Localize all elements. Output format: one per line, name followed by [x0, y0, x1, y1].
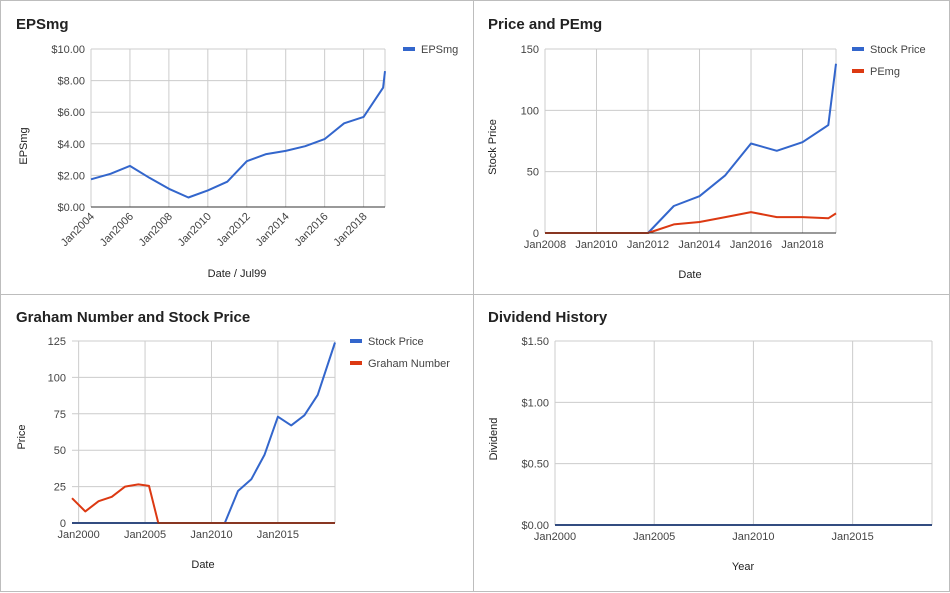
y-tick-label: $0.50	[521, 459, 549, 471]
x-tick-label: Jan2000	[534, 531, 576, 543]
series-line-stock-price	[545, 63, 837, 234]
y-tick-label: 100	[521, 105, 539, 117]
y-tick-label: 25	[54, 482, 66, 494]
x-tick-label: Jan2015	[257, 529, 299, 541]
x-tick-label: Jan2005	[633, 531, 675, 543]
y-tick-label: 0	[533, 228, 539, 240]
legend-label: Stock Price	[368, 336, 424, 348]
chart-title: Graham Number and Stock Price	[16, 309, 250, 326]
x-tick-label: Jan2010	[176, 211, 214, 249]
legend-label: Graham Number	[368, 358, 450, 370]
x-axis-label: Year	[732, 561, 755, 573]
x-tick-label: Jan2014	[253, 211, 291, 249]
x-tick-label: Jan2008	[137, 211, 175, 249]
y-tick-label: 150	[521, 44, 539, 56]
y-tick-label: 125	[48, 336, 66, 348]
legend-label: EPSmg	[421, 44, 458, 56]
series-line-graham-number	[71, 483, 335, 524]
chart-title: EPSmg	[16, 16, 69, 33]
x-tick-label: Jan2012	[215, 211, 253, 249]
y-tick-label: 50	[54, 445, 66, 457]
y-tick-label: $10.00	[51, 44, 85, 56]
x-tick-label: Jan2015	[832, 531, 874, 543]
chart-title: Price and PEmg	[488, 16, 602, 33]
series-line-epsmg	[90, 70, 386, 199]
y-tick-label: $0.00	[521, 520, 549, 532]
x-tick-label: Jan2018	[781, 239, 823, 251]
price-pe-chart: Price and PEmg 0 50 100 150 Jan2008 Jan2010 Ja…	[487, 16, 926, 281]
x-tick-label: Jan2012	[627, 239, 669, 251]
y-tick-label: 75	[54, 409, 66, 421]
legend-label: Stock Price	[870, 44, 926, 56]
y-tick-label: 50	[527, 167, 539, 179]
x-tick-label: Jan2004	[59, 211, 97, 249]
series-line-pemg	[545, 211, 837, 234]
y-axis-label: EPSmg	[18, 127, 30, 164]
dividend-chart: Dividend History $0.00 $0.50 $1.00 $1.50 Jan…	[488, 309, 933, 573]
x-tick-label: Jan2010	[190, 529, 232, 541]
chart-panel-price-pe: Price and PEmg 0 50 100 150 Jan2008 Jan2010 Ja…	[473, 0, 950, 295]
x-tick-label: Jan2005	[124, 529, 166, 541]
chart-panel-eps: EPSmg $0.00 $2.00 $4.00 $6.00 $8.00 $10.00 Jan…	[0, 0, 474, 295]
y-tick-label: 0	[60, 518, 66, 530]
y-tick-label: $1.00	[521, 397, 549, 409]
x-tick-label: Jan2018	[331, 211, 369, 249]
y-tick-label: $0.00	[57, 202, 85, 214]
x-axis-label: Date / Jul99	[208, 268, 267, 280]
x-tick-label: Jan2010	[732, 531, 774, 543]
legend-label: PEmg	[870, 66, 900, 78]
x-tick-label: Jan2016	[292, 211, 330, 249]
x-tick-label: Jan2010	[575, 239, 617, 251]
y-tick-label: 100	[48, 372, 66, 384]
y-axis-label: Price	[16, 424, 28, 449]
y-tick-label: $8.00	[57, 76, 85, 88]
eps-chart: EPSmg $0.00 $2.00 $4.00 $6.00 $8.00 $10.00 Jan…	[16, 16, 458, 280]
chart-title: Dividend History	[488, 309, 608, 326]
chart-panel-dividend: Dividend History $0.00 $0.50 $1.00 $1.50 Jan…	[473, 294, 950, 592]
x-axis-label: Date	[678, 269, 701, 281]
y-tick-label: $6.00	[57, 107, 85, 119]
x-tick-label: Jan2006	[98, 211, 136, 249]
series-line-stock-price	[72, 342, 336, 524]
x-axis-label: Date	[191, 559, 214, 571]
x-tick-label: Jan2014	[678, 239, 720, 251]
y-tick-label: $1.50	[521, 336, 549, 348]
x-tick-label: Jan2000	[58, 529, 100, 541]
y-tick-label: $2.00	[57, 170, 85, 182]
chart-panel-graham: Graham Number and Stock Price 0 25 50 75 100…	[0, 294, 474, 592]
y-axis-label: Dividend	[488, 418, 500, 461]
x-tick-label: Jan2016	[730, 239, 772, 251]
graham-chart: Graham Number and Stock Price 0 25 50 75 100…	[16, 309, 450, 571]
y-tick-label: $4.00	[57, 139, 85, 151]
y-axis-label: Stock Price	[487, 119, 499, 175]
x-tick-label: Jan2008	[524, 239, 566, 251]
